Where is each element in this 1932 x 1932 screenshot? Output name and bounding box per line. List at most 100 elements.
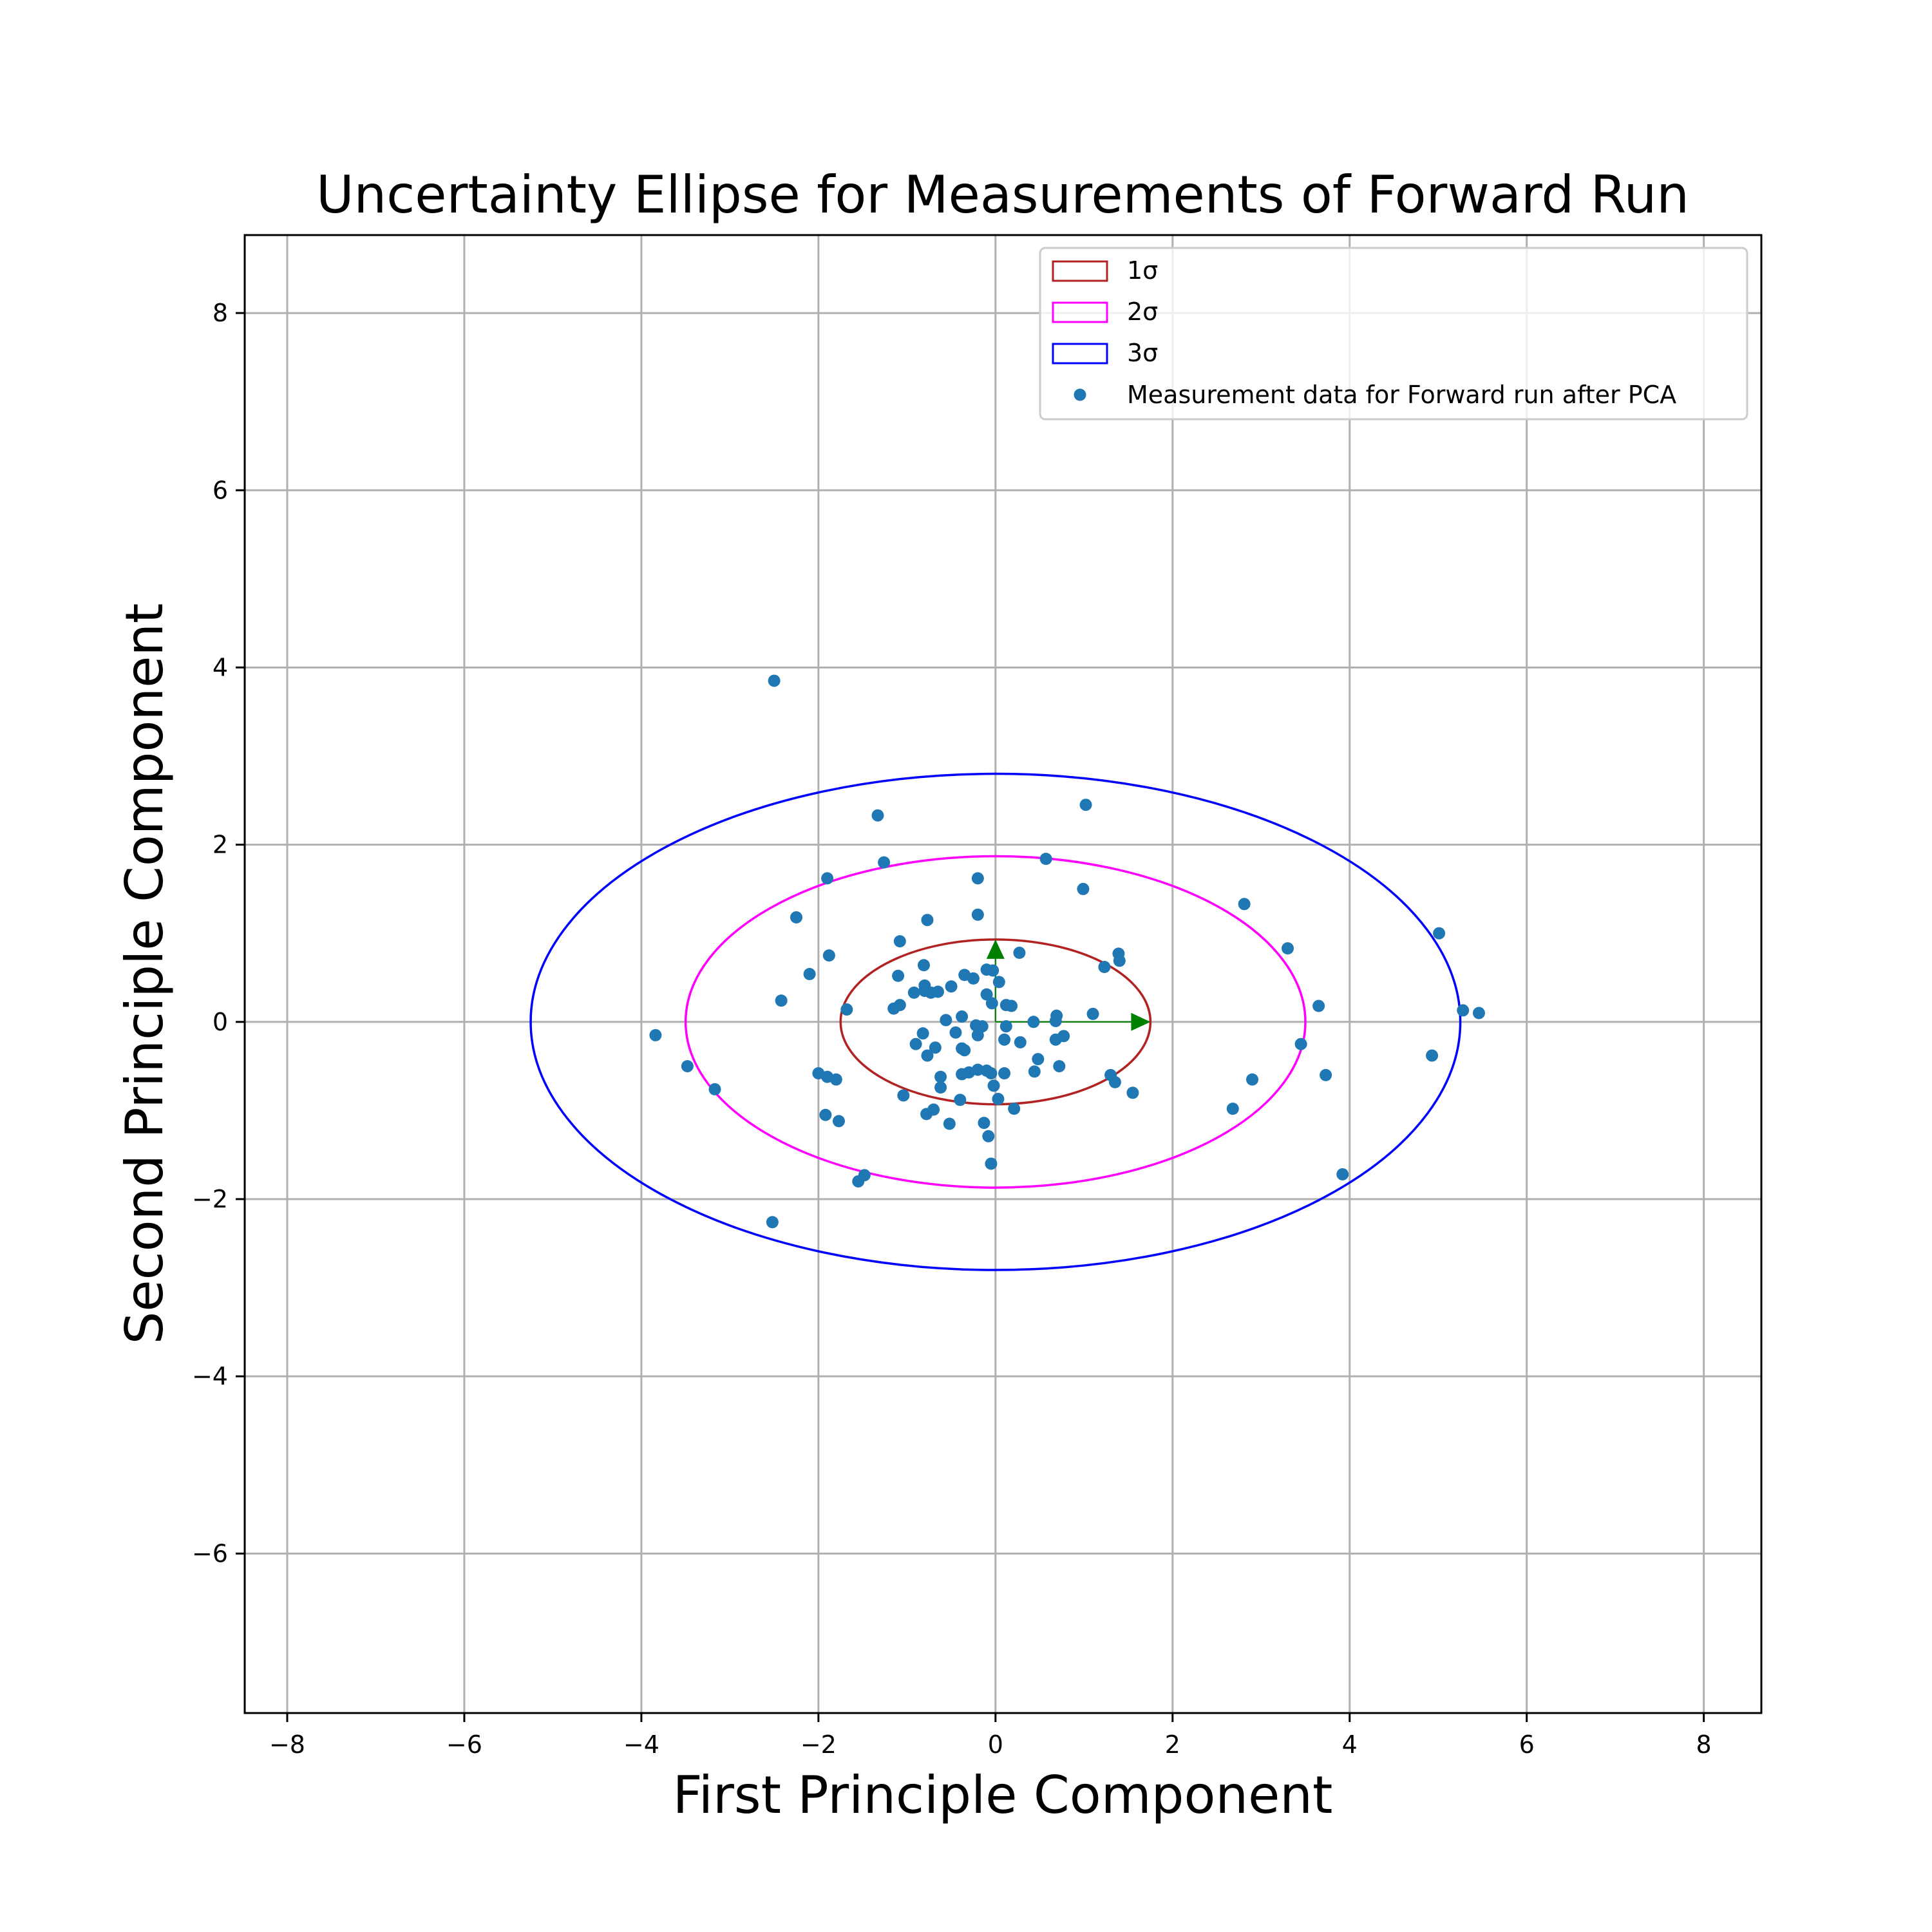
data-point bbox=[924, 986, 937, 999]
legend-box bbox=[1039, 247, 1748, 421]
data-point bbox=[978, 1117, 990, 1130]
first-component-arrowhead bbox=[1131, 1012, 1151, 1031]
y-axis-title: Second Principle Component bbox=[115, 603, 175, 1345]
data-point bbox=[819, 1108, 832, 1121]
data-point bbox=[949, 1026, 962, 1039]
data-point bbox=[1079, 799, 1092, 811]
data-point bbox=[985, 1157, 998, 1170]
chart-title: Uncertainty Ellipse for Measurements of … bbox=[316, 165, 1689, 225]
legend-swatch-1sigma bbox=[1052, 260, 1108, 282]
data-point bbox=[840, 1003, 853, 1016]
data-point bbox=[998, 1033, 1011, 1046]
data-point bbox=[1053, 1060, 1066, 1073]
data-point bbox=[1039, 853, 1052, 866]
data-point bbox=[1433, 927, 1446, 940]
data-point bbox=[943, 1117, 956, 1130]
data-point bbox=[1032, 1053, 1045, 1066]
y-tick-label: −6 bbox=[192, 1539, 228, 1567]
x-tick-label: −4 bbox=[623, 1730, 659, 1759]
data-point bbox=[1226, 1103, 1239, 1115]
x-axis-title: First Principle Component bbox=[673, 1765, 1333, 1825]
data-point bbox=[1049, 1014, 1062, 1027]
data-point bbox=[907, 986, 920, 999]
data-point bbox=[878, 856, 891, 869]
y-axis-ticks: −6 −4 −2 0 2 4 6 8 bbox=[192, 299, 245, 1567]
data-point bbox=[681, 1060, 694, 1073]
data-point bbox=[1320, 1068, 1332, 1081]
data-point bbox=[892, 969, 905, 982]
y-tick-label: 8 bbox=[213, 299, 228, 327]
data-point bbox=[971, 1028, 984, 1041]
data-point bbox=[1126, 1086, 1139, 1099]
data-point bbox=[971, 908, 984, 921]
data-point bbox=[649, 1028, 662, 1041]
data-point bbox=[929, 1041, 942, 1054]
data-point bbox=[1049, 1033, 1062, 1046]
data-point bbox=[945, 980, 958, 993]
legend-label: 3σ bbox=[1127, 339, 1158, 367]
data-point bbox=[999, 1020, 1012, 1033]
x-tick-label: 6 bbox=[1519, 1730, 1535, 1759]
data-point bbox=[1086, 1007, 1099, 1020]
data-point bbox=[852, 1175, 865, 1188]
data-point bbox=[958, 1044, 971, 1057]
ellipse-2sigma bbox=[684, 855, 1307, 1189]
data-point bbox=[987, 1079, 1000, 1092]
y-tick-label: 0 bbox=[213, 1008, 228, 1036]
data-point bbox=[985, 1067, 998, 1080]
data-point bbox=[708, 1083, 721, 1095]
grid-lines bbox=[245, 235, 1761, 1713]
data-point bbox=[1426, 1049, 1439, 1062]
data-point bbox=[1014, 1036, 1027, 1048]
legend-label: Measurement data for Forward run after P… bbox=[1127, 381, 1676, 409]
data-point bbox=[887, 1002, 900, 1015]
data-point bbox=[940, 1014, 952, 1027]
data-point bbox=[1281, 942, 1294, 955]
legend-swatch-3sigma bbox=[1052, 343, 1108, 365]
y-tick-label: 2 bbox=[213, 831, 228, 859]
second-component-arrowhead bbox=[986, 939, 1005, 959]
data-point bbox=[909, 1037, 922, 1050]
data-point bbox=[832, 1115, 845, 1128]
data-point bbox=[992, 976, 1005, 989]
x-tick-label: 0 bbox=[988, 1730, 1003, 1759]
data-point bbox=[1027, 1016, 1040, 1028]
x-tick-label: 2 bbox=[1165, 1730, 1180, 1759]
data-point bbox=[1008, 1103, 1021, 1115]
data-point bbox=[1028, 1065, 1041, 1078]
x-tick-label: −6 bbox=[446, 1730, 482, 1759]
data-point bbox=[917, 959, 930, 972]
plot-frame bbox=[243, 234, 1763, 1714]
y-tick-label: 4 bbox=[213, 653, 228, 681]
data-point bbox=[821, 872, 834, 885]
data-point bbox=[822, 949, 835, 962]
data-point bbox=[985, 997, 998, 1010]
y-tick-label: −2 bbox=[192, 1185, 228, 1213]
x-tick-label: 4 bbox=[1342, 1730, 1358, 1759]
principal-axis-arrows bbox=[986, 939, 1151, 1031]
data-point bbox=[871, 809, 884, 822]
data-point bbox=[971, 872, 984, 885]
x-axis-ticks: −8 −6 −4 −2 0 2 4 6 8 bbox=[269, 1713, 1712, 1759]
legend-items: 1σ 2σ 3σ Measurement data for Forward run a… bbox=[1052, 256, 1676, 409]
legend-label: 2σ bbox=[1127, 298, 1158, 326]
data-point bbox=[967, 972, 980, 985]
data-point bbox=[1108, 1075, 1121, 1088]
data-point bbox=[790, 911, 802, 923]
data-point bbox=[987, 964, 999, 977]
data-point bbox=[1457, 1004, 1470, 1017]
data-point bbox=[1294, 1037, 1307, 1050]
data-point bbox=[1246, 1073, 1259, 1086]
data-point bbox=[1472, 1007, 1485, 1019]
legend-swatch-points bbox=[1074, 388, 1086, 401]
data-point bbox=[916, 1027, 929, 1040]
data-point bbox=[1013, 946, 1026, 959]
data-point bbox=[775, 994, 788, 1007]
data-point bbox=[1077, 882, 1090, 895]
data-point bbox=[766, 1216, 779, 1229]
data-point bbox=[956, 1068, 969, 1081]
data-point bbox=[982, 1130, 995, 1142]
data-point bbox=[829, 1073, 842, 1086]
data-point bbox=[921, 1049, 934, 1062]
data-point bbox=[980, 988, 993, 1001]
